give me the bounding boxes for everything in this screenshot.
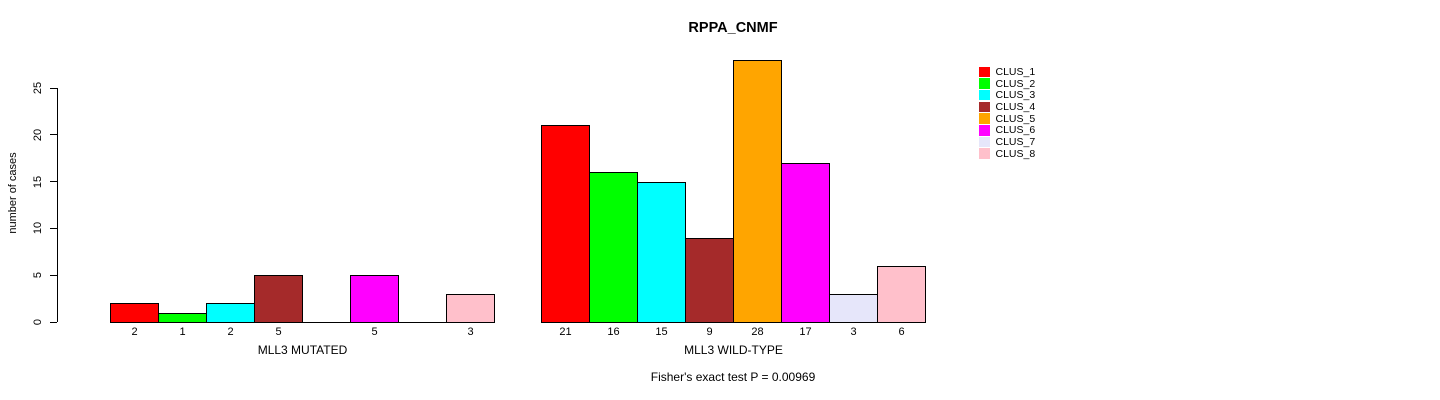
legend-swatch	[979, 101, 990, 113]
bar-clus-8	[877, 266, 926, 323]
legend-label: CLUS_7	[995, 135, 1036, 148]
bar-clus-3	[637, 182, 686, 323]
legend-swatch	[979, 113, 990, 124]
bar-clus-7	[829, 294, 878, 323]
y-tick-label: 25	[32, 81, 44, 95]
bar-value-label: 5	[371, 326, 378, 338]
y-tick-label: 5	[32, 272, 44, 279]
chart-title: RPPA_CNMF	[688, 20, 778, 36]
group-axis-label-mll3-mutated: MLL3 MUTATED	[257, 343, 348, 357]
group-axis-label-mll3-wild-type: MLL3 WILD-TYPE	[684, 343, 783, 357]
bar-clus-1	[110, 303, 159, 323]
y-tick	[50, 321, 57, 323]
y-tick	[50, 227, 57, 229]
legend-swatch	[979, 148, 990, 159]
y-tick-label: 15	[32, 175, 44, 188]
bar-clus-6	[350, 275, 399, 323]
bar-value-label: 6	[898, 326, 905, 338]
bar-value-label: 21	[559, 326, 572, 338]
legend-item-clus-4: CLUS_4	[979, 101, 1035, 113]
legend-label: CLUS_6	[995, 124, 1036, 137]
bar-clus-6	[781, 163, 830, 323]
bar-value-label: 16	[607, 326, 620, 338]
legend-item-clus-5: CLUS_5	[979, 113, 1035, 125]
legend-swatch	[979, 66, 990, 78]
legend-label: CLUS_3	[995, 89, 1036, 102]
legend-item-clus-8: CLUS_8	[979, 148, 1035, 160]
bar-value-label: 2	[131, 326, 138, 338]
y-tick-label: 0	[32, 318, 44, 326]
legend-item-clus-1: CLUS_1	[979, 66, 1035, 78]
y-tick	[50, 181, 57, 183]
bar-group-mll3-wild-type: 21 16 15 9 28 17 3 6 MLL3 WILD-TYPE	[541, 0, 926, 400]
legend-item-clus-3: CLUS_3	[979, 89, 1035, 101]
y-axis-label: number of cases	[7, 152, 19, 234]
fisher-test-annotation: Fisher's exact test P = 0.00969	[650, 370, 816, 384]
bar-clus-2	[589, 172, 638, 323]
y-tick	[50, 87, 57, 89]
y-tick	[50, 274, 57, 276]
bar-clus-3	[206, 303, 255, 323]
legend-label: CLUS_8	[995, 147, 1036, 160]
bar-value-label: 3	[850, 326, 857, 338]
bar-value-label: 3	[467, 326, 474, 338]
bar-clus-4	[254, 275, 303, 323]
legend-item-clus-6: CLUS_6	[979, 124, 1035, 136]
bar-clus-8	[446, 294, 495, 323]
bar-value-label: 1	[179, 326, 186, 338]
legend-label: CLUS_4	[995, 100, 1036, 113]
legend-label: CLUS_2	[995, 77, 1036, 90]
legend-swatch	[979, 136, 990, 148]
legend-item-clus-7: CLUS_7	[979, 136, 1035, 148]
bar-value-label: 5	[275, 326, 282, 338]
legend-item-clus-2: CLUS_2	[979, 78, 1035, 90]
legend: CLUS_1 CLUS_2 CLUS_3 CLUS_4 CLUS_5 CLUS_6 CLUS…	[979, 66, 1035, 160]
bar-clus-5	[733, 60, 782, 323]
legend-label: CLUS_5	[995, 112, 1036, 125]
bar-clus-4	[685, 238, 734, 323]
bar-value-label: 28	[751, 326, 764, 338]
y-tick-label: 20	[32, 128, 44, 141]
bar-value-label: 9	[706, 326, 713, 338]
bar-value-label: 15	[655, 326, 668, 338]
y-tick	[50, 134, 57, 136]
bar-value-label: 17	[799, 326, 812, 338]
legend-swatch	[979, 125, 990, 136]
y-tick-label: 10	[32, 222, 44, 235]
legend-swatch	[979, 78, 990, 89]
bar-group-mll3-mutated: 2 1 2 5 5 3 MLL3 MUTATED	[110, 0, 495, 400]
bar-value-label: 2	[227, 326, 234, 338]
bar-clus-1	[541, 125, 590, 323]
legend-label: CLUS_1	[995, 65, 1036, 78]
bar-clus-2	[158, 313, 207, 323]
y-axis-line	[57, 88, 58, 322]
legend-swatch	[979, 89, 990, 101]
